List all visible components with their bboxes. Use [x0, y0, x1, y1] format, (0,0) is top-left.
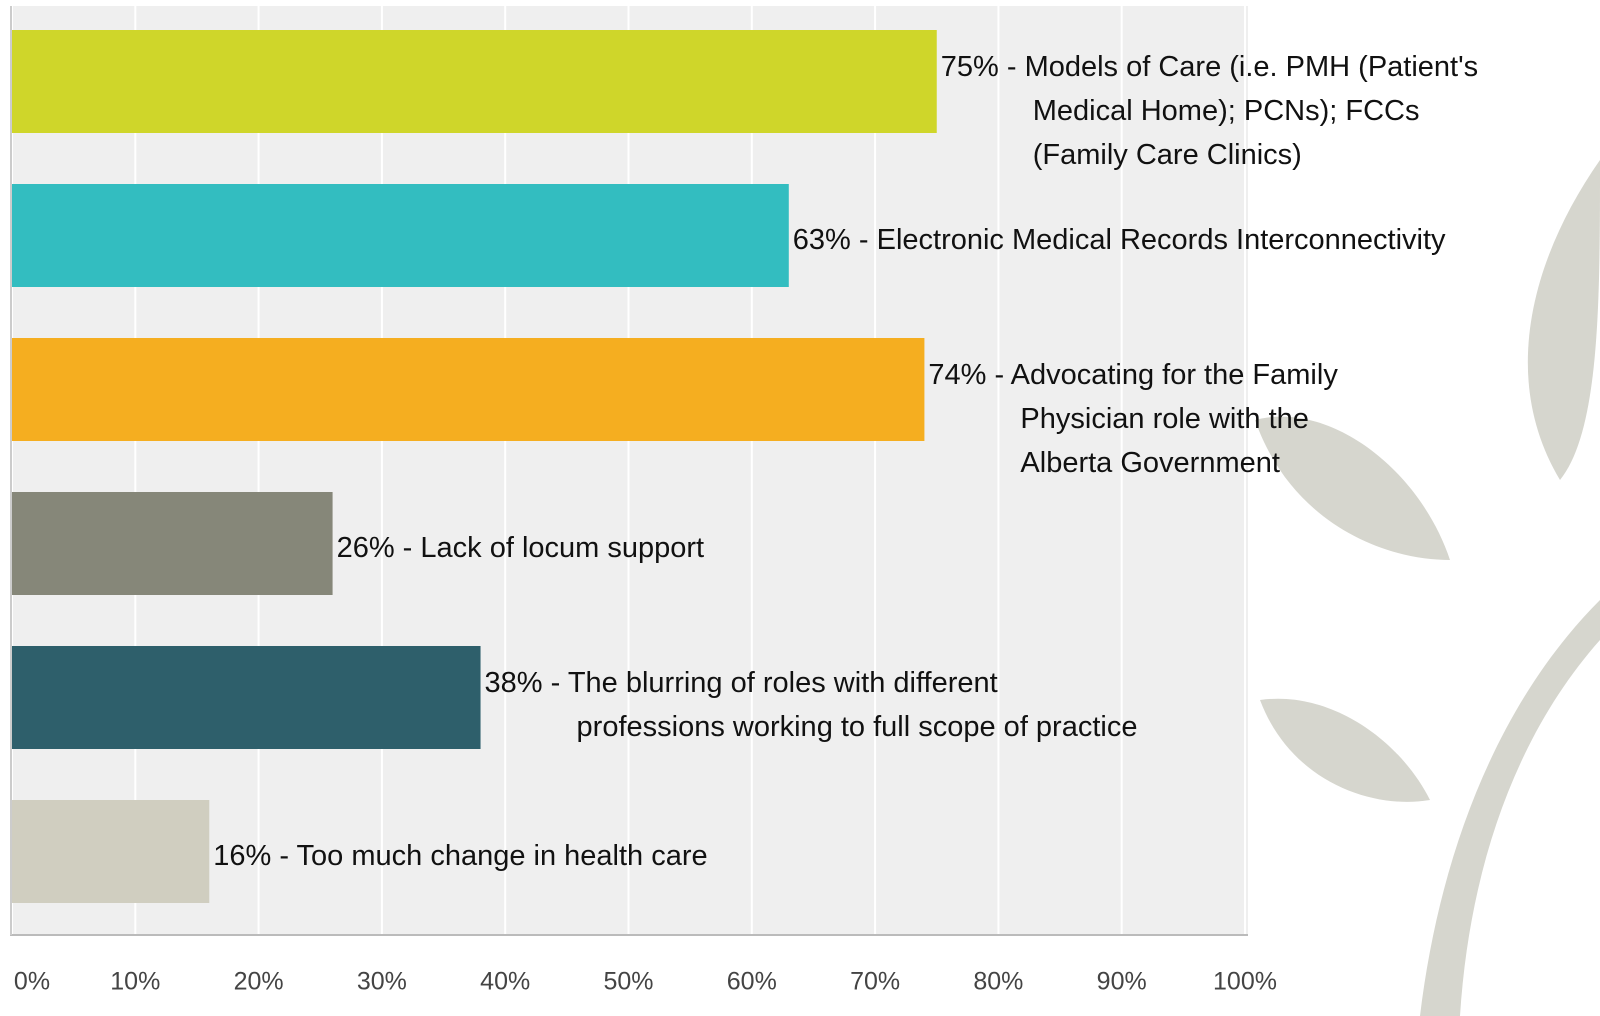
x-tick-label: 70%	[850, 968, 900, 996]
bar	[12, 338, 925, 441]
plot-background	[12, 6, 1248, 935]
bar	[12, 184, 789, 287]
bar-label: 26% - Lack of locum support	[336, 531, 705, 564]
x-tick-label: 100%	[1213, 968, 1277, 996]
bar-label: 75% - Models of Care (i.e. PMH (Patient'…	[940, 51, 1479, 171]
bar	[12, 30, 937, 133]
x-tick-label: 80%	[973, 968, 1023, 996]
bar-label: 74% - Advocating for the Family Physicia…	[928, 359, 1338, 479]
x-tick-label: 0%	[14, 968, 50, 996]
x-tick-label: 20%	[234, 968, 284, 996]
bar-label: 16% - Too much change in health care	[213, 839, 708, 872]
bar	[12, 492, 333, 595]
x-tick-label: 60%	[727, 968, 777, 996]
x-tick-label: 50%	[603, 968, 653, 996]
bar-label: 38% - The blurring of roles with differe…	[484, 667, 1138, 743]
x-tick-label: 90%	[1097, 968, 1147, 996]
x-tick-label: 30%	[357, 968, 407, 996]
bar	[12, 800, 210, 903]
x-tick-label: 10%	[110, 968, 160, 996]
bar-label: 63% - Electronic Medical Records Interco…	[792, 223, 1446, 256]
bar	[12, 646, 481, 749]
leaf-decoration	[1255, 160, 1600, 1016]
x-tick-label: 40%	[480, 968, 530, 996]
